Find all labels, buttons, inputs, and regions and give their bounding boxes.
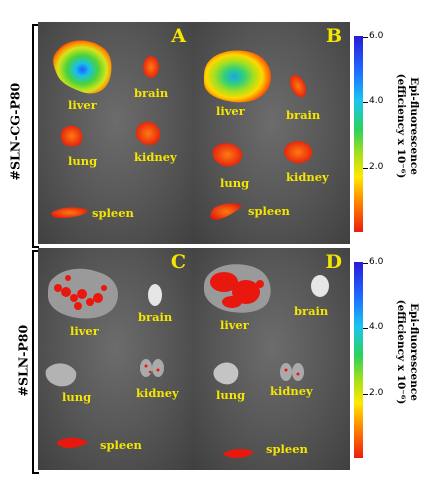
kidney-signal-b <box>284 141 313 164</box>
colorbar-top-label-2: 2.0 <box>369 162 384 172</box>
brain-signal-a <box>143 56 159 78</box>
colorbar-top-tick-2 <box>363 168 368 169</box>
label-spleen-b: spleen <box>248 204 290 218</box>
liver-signal-d <box>210 272 264 308</box>
group-label-sln-cg-p80: #SLN-CG-P80 <box>7 82 23 181</box>
lung-signal-b <box>212 143 243 167</box>
label-brain-b: brain <box>286 108 321 122</box>
kidney-signal-d <box>284 368 300 376</box>
colorbar-bottom-title-line1: Epi-fluorescence <box>408 303 420 401</box>
kidney-tissue-c <box>140 359 164 377</box>
panel-c-organs <box>45 268 164 449</box>
lung-tissue-c <box>45 363 77 387</box>
label-lung-b: lung <box>220 176 250 190</box>
colorbar-top-title: Epi-fluorescence (efficiency x 10⁻⁶) <box>394 61 420 191</box>
label-kidney-a: kidney <box>134 150 177 164</box>
image-panel-d: D liver brain lung kidney spleen <box>194 248 350 470</box>
label-spleen-d: spleen <box>266 442 308 456</box>
spleen-signal-d <box>223 449 254 459</box>
colorbar-bottom-label-2: 2.0 <box>369 388 384 398</box>
label-liver-b: liver <box>216 104 245 118</box>
kidney-signal-c <box>144 364 160 374</box>
label-liver-c: liver <box>70 324 99 338</box>
panel-letter-c: C <box>170 251 186 273</box>
group-bracket-bottom <box>32 250 39 474</box>
label-liver-d: liver <box>220 318 249 332</box>
image-panel-a: A liver brain lung kidney spleen <box>38 22 194 244</box>
lung-tissue-d <box>213 362 239 385</box>
colorbar-bottom-label-6: 6.0 <box>369 257 384 267</box>
group-label-sln-p80: #SLN-P80 <box>15 324 31 397</box>
group-bracket-top <box>32 24 39 248</box>
spleen-signal-b <box>210 203 242 220</box>
label-liver-a: liver <box>68 98 97 112</box>
colorbar-bottom-label-4: 4.0 <box>369 322 384 332</box>
colorbar-bottom-tick-6 <box>363 263 368 264</box>
colorbar-bottom-title: Epi-fluorescence (efficiency x 10⁻⁶) <box>394 287 420 417</box>
colorbar-top-tick-6 <box>363 37 368 38</box>
label-spleen-a: spleen <box>92 206 134 220</box>
colorbar-bottom-tick-4 <box>363 328 368 329</box>
spleen-signal-a <box>51 207 88 218</box>
image-panel-c: C liver brain lung kidney spleen <box>38 248 194 470</box>
colorbar-bottom-title-line2: (efficiency x 10⁻⁶) <box>395 299 407 405</box>
label-brain-a: brain <box>134 86 169 100</box>
brain-signal-b <box>289 74 307 98</box>
label-kidney-c: kidney <box>136 386 179 400</box>
colorbar-top <box>354 36 363 232</box>
panel-letter-d: D <box>325 251 342 273</box>
liver-signal-c <box>54 275 107 310</box>
panel-letter-a: A <box>171 25 186 47</box>
colorbar-top-title-line1: Epi-fluorescence <box>408 77 420 175</box>
liver-signal-a <box>53 40 112 94</box>
colorbar-bottom <box>354 262 363 458</box>
brain-tissue-d <box>311 275 329 297</box>
colorbar-top-label-4: 4.0 <box>369 96 384 106</box>
colorbar-bottom-tick-2 <box>363 394 368 395</box>
brain-tissue-c <box>148 284 162 306</box>
label-brain-c: brain <box>138 310 173 324</box>
lung-signal-a <box>60 125 83 147</box>
kidney-signal-a <box>136 121 161 146</box>
colorbar-top-tick-4 <box>363 102 368 103</box>
label-kidney-d: kidney <box>270 384 313 398</box>
panel-letter-b: B <box>325 25 342 47</box>
label-lung-a: lung <box>68 154 98 168</box>
colorbar-top-title-line2: (efficiency x 10⁻⁶) <box>395 73 407 179</box>
panel-d-organs <box>204 264 329 459</box>
image-panel-b: B liver brain lung kidney spleen <box>194 22 350 244</box>
spleen-signal-c <box>57 437 88 449</box>
label-lung-d: lung <box>216 388 246 402</box>
panel-b-organs <box>204 50 313 220</box>
label-lung-c: lung <box>62 390 92 404</box>
label-kidney-b: kidney <box>286 170 329 184</box>
label-spleen-c: spleen <box>100 438 142 452</box>
liver-signal-b <box>204 50 272 103</box>
colorbar-top-label-6: 6.0 <box>369 31 384 41</box>
panel-a-organs <box>51 40 161 218</box>
label-brain-d: brain <box>294 304 329 318</box>
kidney-tissue-d <box>280 363 304 381</box>
